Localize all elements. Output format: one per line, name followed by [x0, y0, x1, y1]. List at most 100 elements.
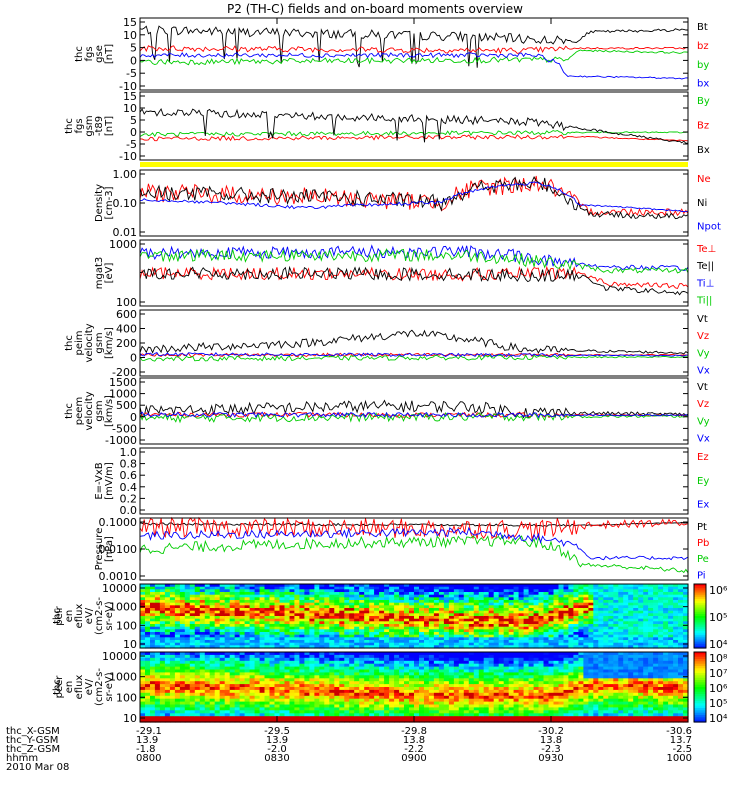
heatmap-cell	[528, 657, 535, 662]
heatmap-cell	[299, 654, 305, 659]
heatmap-cell	[254, 713, 261, 717]
heatmap-cell	[309, 616, 315, 620]
heatmap-cell	[244, 687, 251, 691]
heatmap-cell	[389, 698, 395, 703]
heatmap-cell	[483, 657, 490, 662]
heatmap-cell	[588, 637, 594, 641]
heatmap-cell	[503, 663, 510, 668]
heatmap-cell	[359, 610, 365, 614]
heatmap-cell	[284, 687, 291, 691]
heatmap-cell	[648, 597, 654, 601]
heatmap-cell	[389, 672, 395, 676]
heatmap-cell	[219, 597, 226, 601]
heatmap-cell	[404, 605, 410, 609]
heatmap-cell	[199, 589, 206, 593]
heatmap-cell	[224, 669, 231, 673]
heatmap-cell	[528, 632, 535, 636]
heatmap-cell	[154, 698, 161, 703]
heatmap-cell	[239, 592, 246, 596]
heatmap-cell	[164, 678, 171, 682]
heatmap-cell	[493, 678, 500, 682]
heatmap-cell	[498, 666, 505, 671]
heatmap-cell	[553, 616, 560, 620]
heatmap-cell	[623, 624, 629, 628]
heatmap-cell	[314, 610, 320, 614]
heatmap-cell	[194, 645, 201, 649]
heatmap-cell	[374, 626, 380, 630]
heatmap-cell	[274, 669, 281, 673]
heatmap-cell	[409, 689, 415, 694]
heatmap-cell	[433, 597, 440, 601]
heatmap-cell	[174, 660, 181, 665]
heatmap-cell	[369, 669, 375, 673]
heatmap-cell	[563, 589, 570, 593]
heatmap-cell	[399, 589, 405, 593]
heatmap-cell	[508, 657, 515, 662]
heatmap-cell	[409, 608, 415, 612]
heatmap-cell	[404, 602, 410, 606]
heatmap-cell	[399, 710, 405, 714]
legend-entry: Ey	[697, 476, 709, 487]
heatmap-cell	[543, 584, 550, 588]
heatmap-cell	[593, 592, 599, 596]
heatmap-cell	[244, 618, 251, 622]
heatmap-cell	[150, 663, 156, 668]
heatmap-cell	[209, 592, 216, 596]
heatmap-cell	[573, 602, 579, 606]
heatmap-cell	[344, 637, 350, 641]
heatmap-cell	[329, 584, 335, 588]
heatmap-cell	[264, 675, 271, 679]
heatmap-cell	[374, 660, 380, 665]
heatmap-cell	[349, 675, 355, 679]
heatmap-cell	[663, 642, 669, 646]
heatmap-cell	[488, 669, 495, 673]
heatmap-cell	[199, 713, 206, 717]
heatmap-cell	[623, 613, 629, 617]
heatmap-cell	[199, 684, 206, 688]
heatmap-cell	[339, 616, 345, 620]
heatmap-cell	[219, 707, 226, 711]
heatmap-cell	[264, 634, 271, 638]
heatmap-cell	[488, 657, 495, 662]
heatmap-cell	[194, 710, 201, 714]
heatmap-cell	[414, 657, 420, 662]
heatmap-cell	[334, 618, 340, 622]
heatmap-cell	[314, 669, 320, 673]
heatmap-cell	[214, 713, 221, 717]
heatmap-cell	[284, 719, 291, 723]
heatmap-cell	[583, 634, 589, 638]
heatmap-cell	[184, 621, 191, 625]
heatmap-cell	[369, 652, 375, 656]
heatmap-cell	[503, 675, 510, 679]
heatmap-cell	[344, 701, 350, 706]
legend-entry: Bx	[697, 145, 710, 156]
heatmap-cell	[229, 666, 236, 671]
heatmap-cell	[354, 669, 360, 673]
heatmap-cell	[140, 687, 146, 691]
heatmap-cell	[154, 704, 161, 708]
heatmap-cell	[503, 632, 510, 636]
heatmap-cell	[678, 589, 684, 593]
panel-frame	[139, 447, 689, 515]
heatmap-cell	[428, 634, 435, 638]
heatmap-cell	[229, 663, 236, 668]
heatmap-cell	[613, 597, 619, 601]
heatmap-cell	[608, 608, 614, 612]
heatmap-cell	[349, 586, 355, 590]
heatmap-cell	[314, 684, 320, 688]
heatmap-cell	[204, 675, 211, 679]
heatmap-cell	[468, 687, 475, 691]
heatmap-cell	[140, 602, 146, 606]
heatmap-cell	[219, 684, 226, 688]
heatmap-cell	[299, 632, 305, 636]
heatmap-cell	[209, 608, 216, 612]
heatmap-cell	[473, 675, 480, 679]
heatmap-cell	[678, 634, 684, 638]
heatmap-cell	[643, 626, 649, 630]
heatmap-cell	[453, 701, 460, 706]
heatmap-cell	[174, 719, 181, 723]
heatmap-cell	[658, 605, 664, 609]
heatmap-cell	[299, 618, 305, 622]
heatmap-cell	[354, 678, 360, 682]
heatmap-cell	[558, 666, 565, 671]
